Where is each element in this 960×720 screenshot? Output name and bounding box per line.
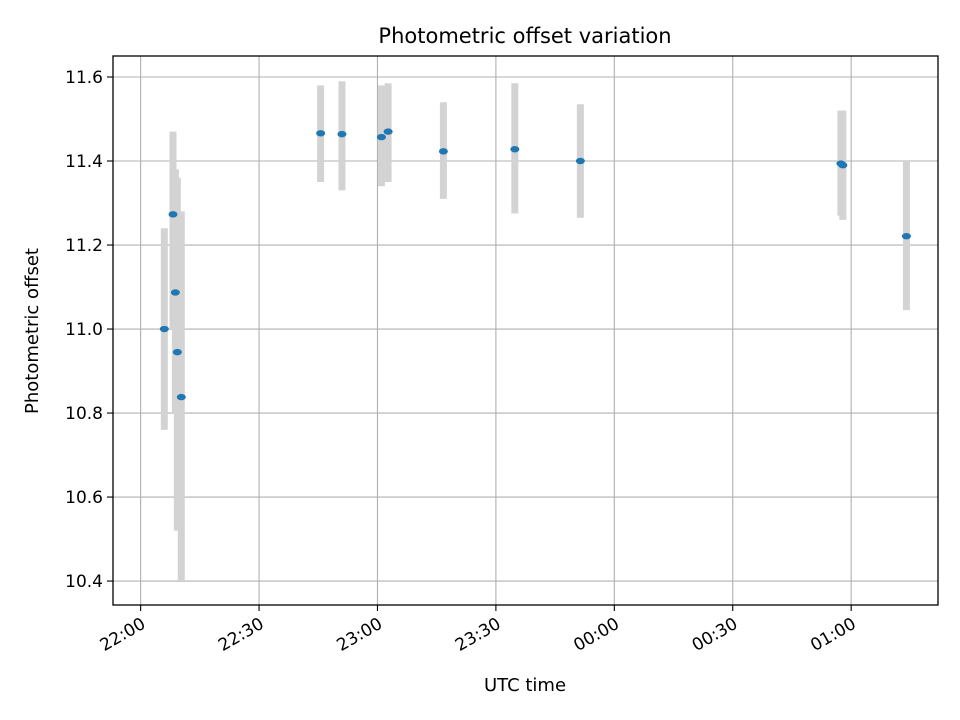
errorbar-layer <box>160 81 910 582</box>
data-point <box>337 130 347 138</box>
y-tick-label: 10.4 <box>65 572 103 592</box>
y-tick-label: 11.0 <box>65 320 103 340</box>
data-point <box>376 133 386 141</box>
x-tick-label: 22:30 <box>215 614 267 656</box>
x-tick-label: 22:00 <box>97 614 149 656</box>
x-tick-label: 00:30 <box>689 614 741 656</box>
y-tick-label: 10.8 <box>65 404 103 424</box>
x-tick-label: 00:00 <box>570 614 622 656</box>
data-point <box>176 393 186 401</box>
data-point <box>316 130 326 137</box>
y-axis-label: Photometric offset <box>22 248 43 414</box>
data-point <box>383 128 393 135</box>
grid-layer <box>113 56 938 605</box>
data-point <box>168 211 178 218</box>
point-layer <box>159 128 911 401</box>
data-point <box>438 148 448 155</box>
x-tick-label: 01:00 <box>807 614 859 656</box>
chart-title: Photometric offset variation <box>378 24 671 48</box>
data-point <box>510 146 520 153</box>
y-tick-label: 11.4 <box>65 152 103 172</box>
x-tick-label: 23:30 <box>452 614 504 656</box>
data-point <box>575 157 585 165</box>
data-point <box>901 232 911 240</box>
data-point <box>170 289 180 296</box>
plot-frame <box>112 55 939 606</box>
data-point <box>159 325 169 333</box>
data-point <box>838 162 848 169</box>
y-tick-label: 11.6 <box>65 68 103 88</box>
data-point <box>172 348 182 356</box>
y-tick-label: 11.2 <box>65 236 103 256</box>
x-axis-label: UTC time <box>484 675 566 696</box>
y-tick-label: 10.6 <box>65 488 103 508</box>
x-tick-label: 23:00 <box>334 614 386 656</box>
